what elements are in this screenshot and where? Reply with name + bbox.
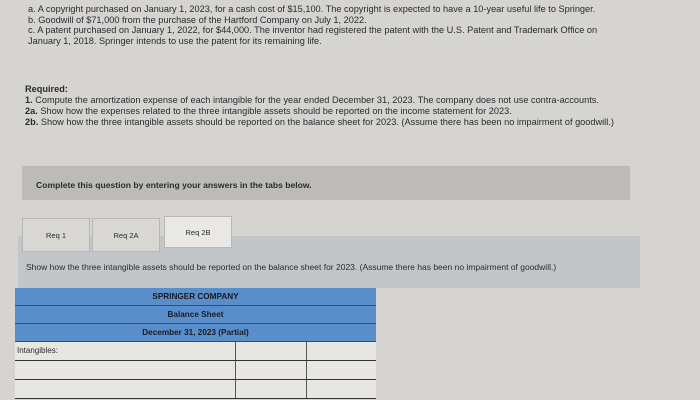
item-b: b. Goodwill of $71,000 from the purchase…: [28, 14, 367, 25]
req-text: Compute the amortization expense of each…: [32, 95, 599, 105]
cell: [307, 342, 376, 360]
cell: [236, 342, 308, 360]
statement-date: December 31, 2023 (Partial): [15, 324, 376, 342]
item-c: c. A patent purchased on January 1, 2022…: [28, 25, 598, 46]
company-name: SPRINGER COMPANY: [15, 288, 376, 306]
cell: [307, 361, 376, 379]
cell: [307, 380, 376, 398]
requirements: Required: 1. Compute the amortization ex…: [25, 84, 635, 128]
account-select[interactable]: [17, 365, 234, 375]
amount-input[interactable]: [236, 380, 307, 398]
req-number: 2b.: [25, 117, 39, 127]
item-a: a. A copyright purchased on January 1, 2…: [28, 4, 596, 14]
amount-input[interactable]: [236, 361, 307, 379]
required-heading: Required:: [25, 84, 68, 94]
tab-req-1[interactable]: Req 1: [22, 218, 90, 252]
account-select[interactable]: [17, 384, 234, 394]
req-text: Show how the expenses related to the thr…: [37, 106, 512, 116]
requirement-2a: 2a. Show how the expenses related to the…: [25, 106, 635, 117]
intangibles-label: Intangibles:: [15, 342, 237, 360]
tab-req-2a[interactable]: Req 2A: [92, 218, 160, 252]
table-row: Intangibles:: [15, 342, 376, 361]
problem-description: a. A copyright purchased on January 1, 2…: [28, 4, 628, 46]
requirement-2b: 2b. Show how the three intangible assets…: [25, 117, 635, 128]
req-number: 2a.: [25, 106, 38, 116]
table-row: [15, 380, 376, 399]
balance-sheet-table: SPRINGER COMPANY Balance Sheet December …: [15, 288, 376, 399]
table-row: [15, 361, 376, 380]
req-number: 1.: [25, 95, 33, 105]
statement-title: Balance Sheet: [15, 306, 376, 324]
instructions-banner: Complete this question by entering your …: [22, 166, 630, 200]
requirement-1: 1. Compute the amortization expense of e…: [25, 95, 635, 106]
tab-req-2b[interactable]: Req 2B: [164, 216, 232, 248]
req-text: Show how the three intangible assets sho…: [38, 117, 614, 127]
